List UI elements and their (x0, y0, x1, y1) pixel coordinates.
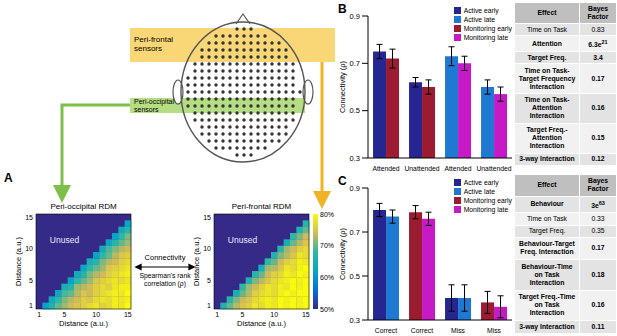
svg-text:5: 5 (207, 277, 211, 284)
html-text:Active late: Active late (463, 188, 495, 195)
html-text:Target Freq.: Target Freq. (527, 53, 567, 61)
html-text:Target Freq.-Attention Interac: Target Freq.-Attention Interaction (526, 126, 568, 150)
html-text:Monitoring late: Monitoring late (463, 206, 509, 213)
svg-text:15: 15 (25, 214, 33, 221)
html-text:Time on Task-Target Frequency: Time on Task-Target Frequency Interactio… (518, 66, 576, 90)
svg-text:50%: 50% (320, 306, 334, 313)
html-text:Effect: Effect (537, 9, 557, 16)
html-text:Target Freq.-Time on Task Inte: Target Freq.-Time on Task Interaction (518, 293, 576, 317)
svg-text:5: 5 (63, 311, 67, 318)
svg-text:10: 10 (92, 311, 100, 318)
svg-text:0.9: 0.9 (350, 184, 360, 193)
svg-text:Connectivity (ρ): Connectivity (ρ) (338, 60, 347, 113)
html-text:3-way Interaction: 3-way Interaction (519, 323, 575, 331)
html-text:Active early: Active early (463, 179, 499, 186)
html-text:0.35: 0.35 (591, 227, 605, 235)
svg-text:Peri-occipitalsensors: Peri-occipitalsensors (134, 98, 175, 113)
svg-text:Distance (a.u.): Distance (a.u.) (59, 319, 108, 328)
html-text:0.17: 0.17 (591, 74, 605, 82)
svg-text:1: 1 (29, 302, 33, 309)
html-text:3.4: 3.4 (593, 53, 603, 61)
svg-text:Correct: Correct (411, 327, 433, 334)
html-text:Monitoring early: Monitoring early (463, 25, 512, 32)
html-text:Active late: Active late (463, 16, 495, 23)
html-text:0.16: 0.16 (591, 301, 605, 309)
html-text:Time on Task-Attention Interac: Time on Task-Attention Interaction (524, 96, 570, 120)
html-text:0.33: 0.33 (591, 214, 605, 222)
svg-text:Correct: Correct (375, 327, 397, 334)
html-text:0.15: 0.15 (591, 134, 605, 142)
svg-text:Connectivity: Connectivity (145, 253, 186, 262)
svg-text:0.3: 0.3 (350, 154, 360, 163)
svg-text:A: A (4, 171, 13, 185)
svg-text:0.7: 0.7 (350, 228, 360, 237)
svg-text:correlation (ρ): correlation (ρ) (144, 280, 186, 288)
svg-text:1: 1 (215, 311, 219, 318)
svg-text:15: 15 (203, 214, 211, 221)
html-text:3e63: 3e63 (591, 199, 605, 209)
html-text:Behaviour-Target Freq. Interac: Behaviour-Target Freq. Interaction (519, 240, 575, 256)
svg-text:0.9: 0.9 (350, 12, 360, 21)
html-text:0.12: 0.12 (591, 155, 605, 163)
html-text:Time on Task: Time on Task (527, 25, 567, 33)
svg-text:Distance (a.u.): Distance (a.u.) (237, 319, 286, 328)
svg-text:70%: 70% (320, 242, 334, 249)
svg-text:Spearman's rank: Spearman's rank (139, 272, 191, 280)
html-text:Bayes Factor: Bayes Factor (587, 177, 609, 193)
svg-text:Connectivity (ρ): Connectivity (ρ) (338, 227, 347, 280)
html-text:0.16: 0.16 (591, 104, 605, 112)
svg-text:Unattended: Unattended (476, 165, 511, 172)
html-text:Target Freq.: Target Freq. (528, 227, 566, 235)
svg-text:15: 15 (302, 311, 310, 318)
svg-text:0.3: 0.3 (350, 316, 360, 325)
html-text:Effect: Effect (537, 181, 557, 189)
svg-text:Distance (a.u.): Distance (a.u.) (14, 237, 23, 286)
svg-text:Miss: Miss (451, 327, 466, 334)
svg-text:Peri-occipital RDM: Peri-occipital RDM (50, 202, 117, 211)
svg-text:10: 10 (270, 311, 278, 318)
svg-text:Attended: Attended (372, 165, 399, 172)
html-text:C: C (338, 174, 347, 188)
html-text:0.17: 0.17 (591, 244, 605, 252)
html-text:Monitoring late: Monitoring late (463, 34, 509, 41)
svg-text:0.5: 0.5 (350, 106, 360, 115)
svg-text:Unused: Unused (228, 235, 258, 245)
svg-text:1: 1 (207, 302, 211, 309)
html-text:3-way Interaction: 3-way Interaction (519, 155, 575, 163)
svg-text:5: 5 (241, 311, 245, 318)
html-text:6.3e21: 6.3e21 (588, 38, 608, 49)
svg-text:0.5: 0.5 (350, 272, 360, 281)
svg-text:5: 5 (29, 277, 33, 284)
html-text:Bayes Factor: Bayes Factor (587, 5, 609, 20)
html-text:B: B (338, 2, 347, 16)
html-text:Active early: Active early (463, 7, 499, 14)
svg-text:0.7: 0.7 (350, 59, 360, 68)
html-text:0.18: 0.18 (591, 270, 605, 278)
svg-text:15: 15 (124, 311, 132, 318)
svg-text:Unused: Unused (50, 235, 80, 245)
html-text:0.11: 0.11 (591, 323, 605, 331)
svg-text:Peri-frontal: Peri-frontal (134, 35, 173, 44)
html-text:Monitoring early: Monitoring early (463, 197, 512, 204)
svg-text:sensors: sensors (134, 44, 162, 53)
html-text:Attention: Attention (532, 39, 562, 47)
svg-text:1: 1 (37, 311, 41, 318)
svg-text:Peri-frontal RDM: Peri-frontal RDM (232, 202, 292, 211)
svg-text:Miss: Miss (487, 327, 502, 334)
svg-text:Attended: Attended (444, 165, 471, 172)
svg-text:60%: 60% (320, 274, 334, 281)
html-text:Behaviour: Behaviour (530, 200, 564, 208)
html-text:0.83: 0.83 (591, 25, 605, 33)
html-text:Behaviour-Time on Task Interac: Behaviour-Time on Task Interaction (521, 262, 573, 286)
svg-text:10: 10 (203, 245, 211, 252)
svg-text:Unattended: Unattended (404, 165, 439, 172)
svg-text:10: 10 (25, 245, 33, 252)
html-text:Time on Task: Time on Task (527, 214, 567, 222)
svg-text:Distance (a.u.): Distance (a.u.) (192, 237, 201, 286)
svg-text:80%: 80% (320, 211, 334, 218)
